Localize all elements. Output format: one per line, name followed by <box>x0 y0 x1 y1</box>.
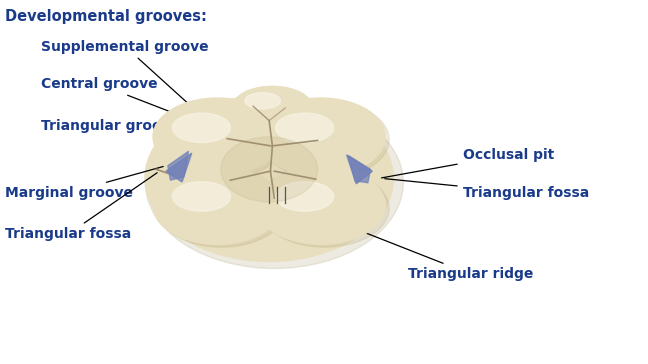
Ellipse shape <box>256 98 386 176</box>
Ellipse shape <box>153 98 282 176</box>
Ellipse shape <box>145 97 403 269</box>
Text: Triangular groove: Triangular groove <box>41 119 215 147</box>
Ellipse shape <box>245 92 281 109</box>
Ellipse shape <box>153 167 282 244</box>
Text: Supplemental groove: Supplemental groove <box>41 40 211 124</box>
Text: Triangular fossa: Triangular fossa <box>385 179 589 200</box>
Polygon shape <box>349 156 371 183</box>
Text: Marginal groove: Marginal groove <box>5 166 163 200</box>
Text: Developmental grooves:: Developmental grooves: <box>5 9 207 24</box>
Text: Occlusal pit: Occlusal pit <box>382 148 554 178</box>
Ellipse shape <box>256 167 386 244</box>
Ellipse shape <box>221 137 318 202</box>
Ellipse shape <box>275 113 334 143</box>
Ellipse shape <box>232 86 313 130</box>
Ellipse shape <box>157 170 286 247</box>
Ellipse shape <box>172 117 353 225</box>
Text: Central groove: Central groove <box>41 78 224 132</box>
Ellipse shape <box>260 101 389 179</box>
Ellipse shape <box>157 101 286 179</box>
Polygon shape <box>168 151 189 180</box>
Text: Triangular fossa: Triangular fossa <box>5 173 157 241</box>
Text: Triangular ridge: Triangular ridge <box>317 214 533 281</box>
Polygon shape <box>166 153 192 182</box>
Ellipse shape <box>145 95 393 261</box>
Ellipse shape <box>275 182 334 211</box>
Ellipse shape <box>260 170 389 247</box>
Polygon shape <box>347 155 373 184</box>
Ellipse shape <box>172 182 231 211</box>
Ellipse shape <box>172 113 231 143</box>
